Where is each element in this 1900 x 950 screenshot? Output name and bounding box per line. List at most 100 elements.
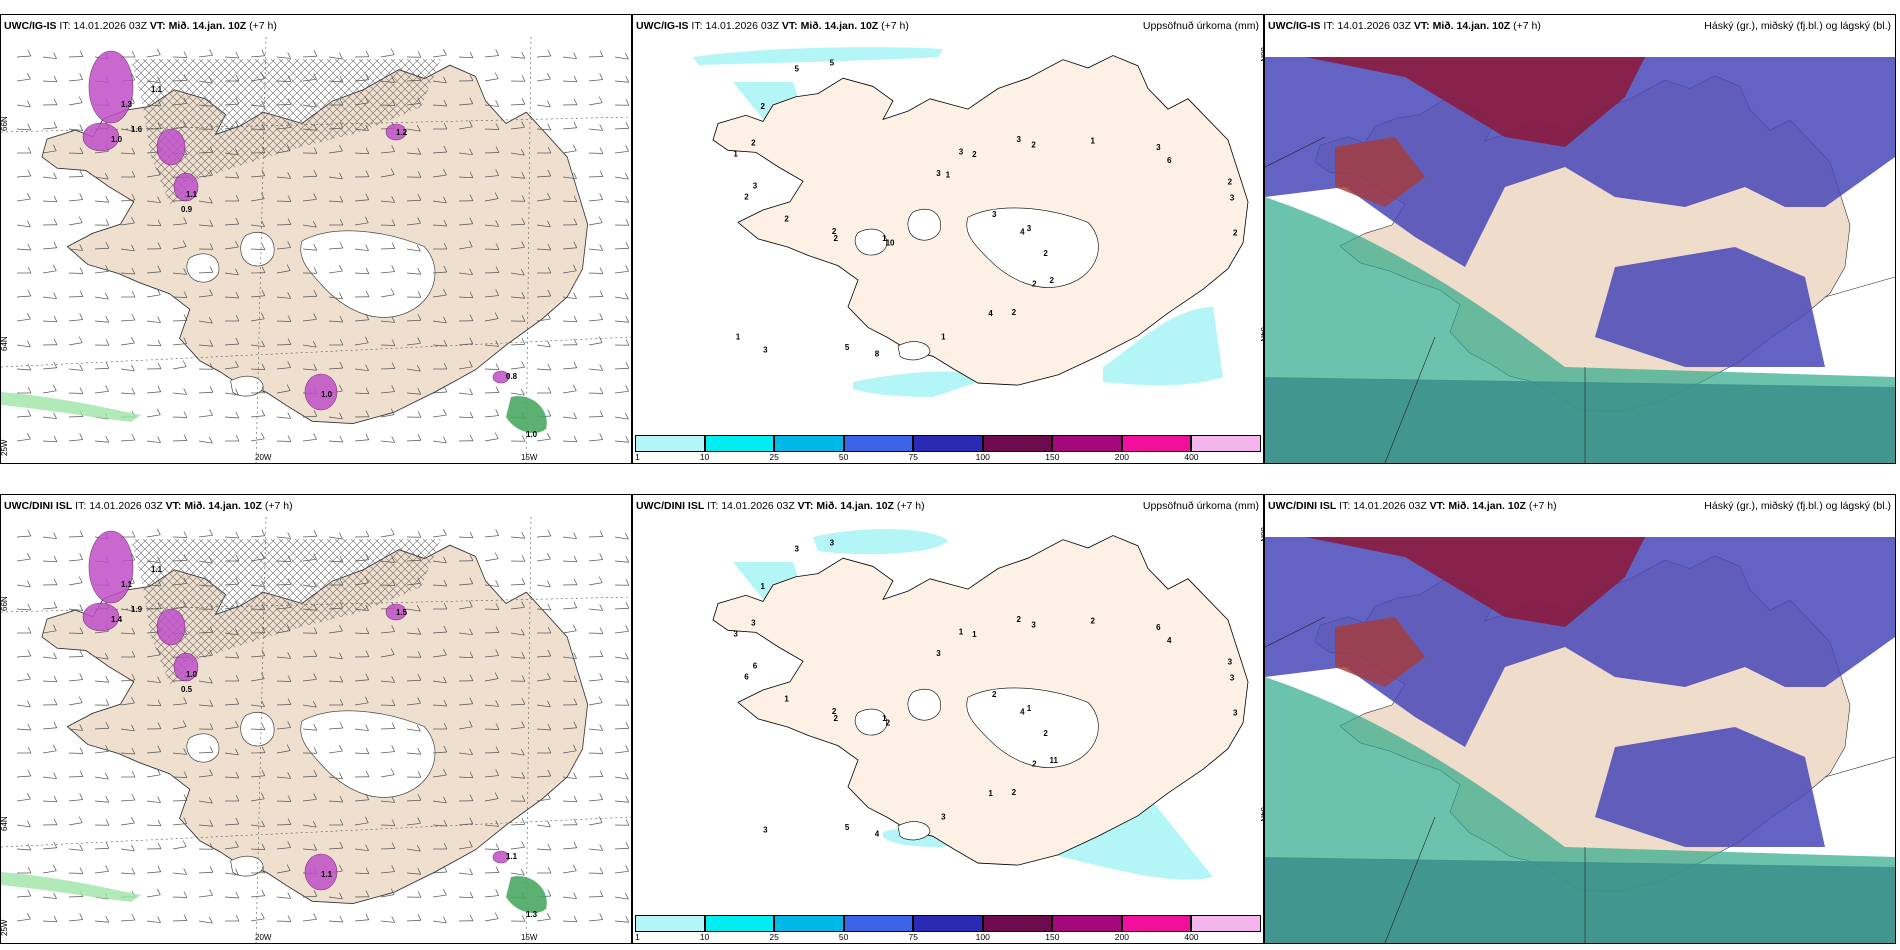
precip-value-label: 2 xyxy=(992,690,997,699)
precip-value-label: 3 xyxy=(1156,143,1161,152)
precip-value-label: 8 xyxy=(875,349,880,358)
precip-value-label: 4 xyxy=(1020,708,1025,717)
precip-value-label: 4 xyxy=(875,829,880,838)
colorbar-tick: 150 xyxy=(1045,932,1060,942)
vt-label: VT: xyxy=(781,20,798,32)
model-name: UWC/IG-IS xyxy=(636,20,689,32)
precip-value-label: 2 xyxy=(1032,280,1037,289)
lon-label-20: 20W xyxy=(255,453,272,462)
precip-value-label: 1 xyxy=(972,630,977,639)
precip-value-label: 2 xyxy=(1049,276,1054,285)
field-title: Háský (gr.), miðský (fj.bl.) og lágský (… xyxy=(1704,500,1891,512)
precip-value-label: 3 xyxy=(1230,194,1235,203)
wind-value-label: 1.6 xyxy=(131,125,143,134)
vt-label: VT: xyxy=(1429,500,1446,512)
lead-time: (+7 h) xyxy=(1528,500,1557,512)
model-name: UWC/DINI ISL xyxy=(636,500,705,512)
panel-header: UWC/DINI ISL IT: 14.01.2026 03Z VT: Mið.… xyxy=(1,495,631,517)
precip-value-label: 5 xyxy=(845,823,850,832)
model-name: UWC/DINI ISL xyxy=(1268,500,1337,512)
colorbar-swatch xyxy=(774,915,844,932)
colorbar-tick: 50 xyxy=(838,932,849,942)
precip-value-label: 6 xyxy=(1167,156,1172,165)
it-label: IT: xyxy=(59,20,71,32)
precip-value-label: 5 xyxy=(845,343,850,352)
precip-value-label: 2 xyxy=(886,719,891,728)
valid-time: Mið. 14.jan. 10Z xyxy=(168,20,247,32)
vt-label: VT: xyxy=(165,500,182,512)
precip-value-label: 3 xyxy=(763,825,768,834)
lat-label-66: 66N xyxy=(1259,527,1263,542)
panel-wind-dini: UWC/DINI ISL IT: 14.01.2026 03Z VT: Mið.… xyxy=(0,494,632,944)
panel-cloud-dini: UWC/DINI ISL IT: 14.01.2026 03Z VT: Mið.… xyxy=(1264,494,1896,944)
panel-precip-dini: UWC/DINI ISL IT: 14.01.2026 03Z VT: Mið.… xyxy=(632,494,1264,944)
panel-header: UWC/DINI ISL IT: 14.01.2026 03Z VT: Mið.… xyxy=(1265,495,1895,517)
precip-value-label: 2 xyxy=(1091,617,1096,626)
colorbar-swatch xyxy=(635,435,705,452)
panel-cloud-igis: UWC/IG-IS IT: 14.01.2026 03Z VT: Mið. 14… xyxy=(1264,14,1896,464)
wind-value-label: 1.1 xyxy=(506,852,518,861)
precip-value-label: 11 xyxy=(1049,756,1058,765)
precip-value-label: 2 xyxy=(1012,788,1017,797)
lat-label-64: 64N xyxy=(1259,327,1263,342)
precip-value-label: 3 xyxy=(751,619,756,628)
valid-time: Mið. 14.jan. 10Z xyxy=(816,500,894,512)
precip-value-label: 4 xyxy=(988,309,993,318)
lon-label-25: 25W xyxy=(1,439,9,456)
wind-value-label: 1.9 xyxy=(131,605,143,614)
precip-value-label: 2 xyxy=(1043,729,1048,738)
precip-value-label: 1 xyxy=(988,789,993,798)
wind-value-label: 0.9 xyxy=(181,205,193,214)
wind-value-label: 1.4 xyxy=(111,615,123,624)
precip-value-label: 3 xyxy=(941,813,946,822)
cloud-map xyxy=(1265,517,1895,943)
init-time: 14.01.2026 03Z xyxy=(73,20,147,32)
precip-value-label: 1 xyxy=(882,234,887,243)
colorbar-swatch xyxy=(1052,915,1122,932)
wind-value-label: 0.5 xyxy=(181,685,193,694)
colorbar-tick: 200 xyxy=(1114,932,1129,942)
precip-colorbar: 1 10 25 50 75 100 150 200 400 xyxy=(635,435,1261,462)
colorbar-tick: 25 xyxy=(769,452,779,462)
colorbar-swatch xyxy=(913,915,983,932)
it-label: IT: xyxy=(691,20,703,32)
precip-value-label: 3 xyxy=(1031,621,1036,630)
colorbar-swatch xyxy=(1052,435,1122,452)
field-title: Háský (gr.), miðský (fj.bl.) og lágský (… xyxy=(1704,20,1891,32)
colorbar-swatch xyxy=(704,915,775,932)
precip-map: 66N 64N 31032238532321233221122122365542… xyxy=(633,37,1263,437)
wind-value-label: 1.0 xyxy=(321,390,333,399)
precip-value-label: 3 xyxy=(1027,224,1032,233)
lead-time: (+7 h) xyxy=(249,20,277,32)
precip-value-label: 2 xyxy=(834,714,839,723)
precip-value-label: 5 xyxy=(794,65,799,74)
cloud-map xyxy=(1265,37,1895,463)
precip-value-label: 2 xyxy=(751,139,756,148)
colorbar-tick: 10 xyxy=(699,932,710,942)
precip-value-label: 2 xyxy=(1016,615,1021,624)
precip-colorbar: 1 10 25 50 75 100 150 200 400 xyxy=(635,915,1261,942)
valid-time: Mið. 14.jan. 10Z xyxy=(184,500,262,512)
vt-label: VT: xyxy=(797,500,814,512)
precip-value-label: 1 xyxy=(1027,704,1032,713)
precip-value-label: 1 xyxy=(882,714,887,723)
panel-precip-igis: UWC/IG-IS IT: 14.01.2026 03Z VT: Mið. 14… xyxy=(632,14,1264,464)
precip-value-label: 2 xyxy=(832,227,837,236)
init-time: 14.01.2026 03Z xyxy=(1337,20,1411,32)
colorbar-tick: 75 xyxy=(908,932,918,942)
precip-value-label: 4 xyxy=(1167,636,1172,645)
precip-value-label: 3 xyxy=(763,345,768,354)
lead-time: (+7 h) xyxy=(264,500,293,512)
colorbar-swatch xyxy=(843,435,914,452)
lead-time: (+7 h) xyxy=(881,20,909,32)
wind-value-label: 1.1 xyxy=(121,580,133,589)
wind-value-label: 1.3 xyxy=(526,910,538,919)
lat-label-64: 64N xyxy=(1259,807,1263,822)
vt-label: VT: xyxy=(149,20,166,32)
colorbar-tick: 25 xyxy=(769,932,779,942)
wind-value-label: 1.1 xyxy=(151,565,163,574)
lead-time: (+7 h) xyxy=(1513,20,1541,32)
colorbar-tick: 400 xyxy=(1184,932,1199,942)
panel-header: UWC/DINI ISL IT: 14.01.2026 03Z VT: Mið.… xyxy=(633,495,1263,517)
panel-header: UWC/IG-IS IT: 14.01.2026 03Z VT: Mið. 14… xyxy=(633,15,1263,37)
